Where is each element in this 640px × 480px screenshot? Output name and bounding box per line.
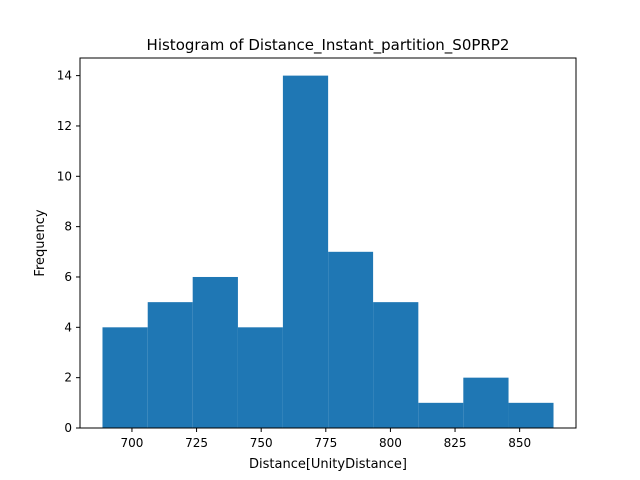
y-tick-label: 12 bbox=[57, 119, 72, 133]
y-tick-label: 2 bbox=[64, 371, 72, 385]
x-axis-label: Distance[UnityDistance] bbox=[249, 457, 407, 472]
plot-frame bbox=[79, 57, 577, 429]
chart-title: Histogram of Distance_Instant_partition_… bbox=[147, 36, 510, 55]
histogram-bar bbox=[508, 402, 554, 428]
histogram-bar bbox=[373, 302, 419, 428]
x-tick-label: 775 bbox=[314, 436, 337, 450]
y-tick-label: 0 bbox=[64, 421, 72, 435]
y-tick-label: 14 bbox=[57, 69, 72, 83]
x-tick-label: 850 bbox=[508, 436, 531, 450]
x-axis-ticks: 700 725 750 775 800 825 850 bbox=[120, 428, 531, 450]
x-tick-label: 700 bbox=[120, 436, 143, 450]
histogram-bar bbox=[463, 377, 509, 428]
x-tick-label: 725 bbox=[185, 436, 208, 450]
histogram-bar bbox=[192, 276, 238, 428]
y-axis-ticks: 0 2 4 6 8 10 12 14 bbox=[57, 69, 80, 435]
y-axis-label: Frequency bbox=[33, 209, 48, 276]
histogram-bar bbox=[147, 302, 193, 428]
x-tick-label: 825 bbox=[444, 436, 467, 450]
histogram-bar bbox=[282, 75, 329, 428]
y-tick-label: 10 bbox=[57, 169, 72, 183]
y-tick-label: 6 bbox=[64, 270, 72, 284]
histogram-bar bbox=[237, 327, 283, 428]
histogram-bars bbox=[102, 75, 554, 428]
y-tick-label: 8 bbox=[64, 220, 72, 234]
histogram-bar bbox=[328, 251, 374, 428]
histogram-bar bbox=[418, 402, 464, 428]
histogram-bar bbox=[102, 327, 148, 428]
x-tick-label: 750 bbox=[250, 436, 273, 450]
y-tick-label: 4 bbox=[64, 320, 72, 334]
x-tick-label: 800 bbox=[379, 436, 402, 450]
